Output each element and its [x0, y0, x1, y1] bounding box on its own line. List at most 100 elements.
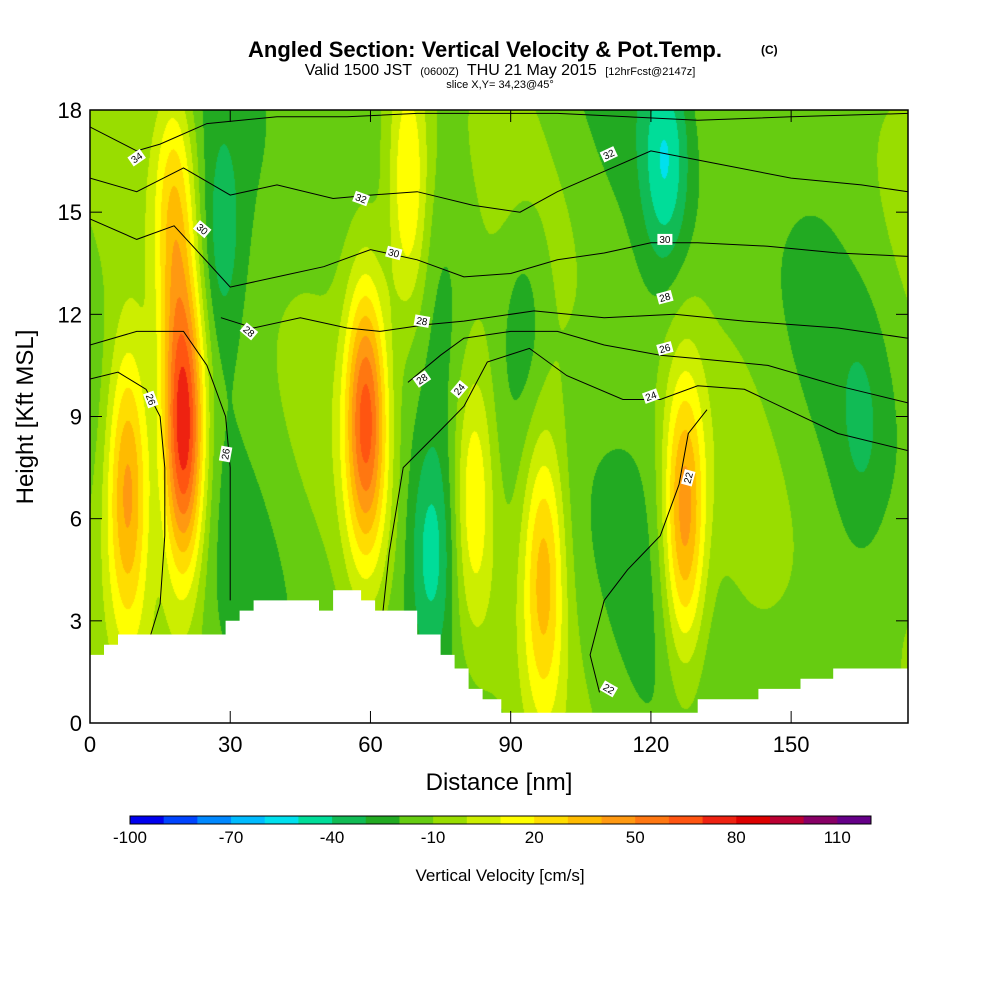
contour-label-text: 28: [415, 316, 428, 329]
y-tick-label: 9: [70, 405, 82, 430]
isentrope-32: [90, 150, 908, 213]
colorbar-swatch: [534, 816, 569, 824]
contour-label-text: 30: [387, 247, 401, 261]
isentrope-30: [90, 218, 908, 288]
colorbar-tick-label: -10: [421, 828, 446, 847]
chart-subtitle: Valid 1500 JST (0600Z) THU 21 May 2015 […: [305, 62, 696, 79]
terrain-mask: [90, 590, 908, 723]
y-tick-label: 6: [70, 507, 82, 532]
colorbar-tick-label: -40: [320, 828, 345, 847]
colorbar-tick-label: 80: [727, 828, 746, 847]
contour-label: 22: [599, 680, 619, 698]
colorbar-swatch: [332, 816, 367, 824]
terrain: [90, 590, 908, 723]
colorbar-swatch: [803, 816, 838, 824]
colorbar-swatch: [197, 816, 232, 824]
isentrope-26: [90, 371, 166, 635]
colorbar-swatch: [264, 816, 299, 824]
y-tick-label: 18: [58, 98, 82, 123]
colorbar-swatch: [130, 816, 165, 824]
contour-label-text: 26: [143, 393, 157, 408]
colorbar-tick-label: 110: [824, 828, 851, 847]
contour-label-text: 28: [658, 291, 672, 305]
contour-label: 32: [599, 146, 618, 163]
y-tick-label: 3: [70, 609, 82, 634]
contour-label-text: 22: [601, 682, 617, 697]
contour-label: 26: [218, 445, 233, 463]
colorbar-label: Vertical Velocity [cm/s]: [415, 866, 584, 885]
subtitle-date: THU 21 May 2015: [467, 62, 597, 79]
colorbar-tick-label: 50: [626, 828, 645, 847]
x-tick-label: 90: [498, 732, 522, 757]
contour-label: 30: [657, 233, 673, 246]
colorbar-swatch: [736, 816, 771, 824]
colorbar-swatch: [298, 816, 333, 824]
contour-label: 30: [385, 245, 403, 261]
x-tick-label: 30: [218, 732, 242, 757]
colorbar-swatch: [231, 816, 266, 824]
x-tick-label: 120: [633, 732, 670, 757]
contour-label: 26: [656, 341, 674, 356]
contour-label-text: 32: [602, 148, 617, 163]
colorbar-swatch: [399, 816, 434, 824]
contour-label-text: 26: [220, 447, 233, 460]
vertical-velocity-field: [90, 110, 908, 723]
contour-label: 22: [681, 469, 696, 487]
potential-temperature-contours: [90, 112, 908, 693]
colorbar-swatch: [567, 816, 603, 824]
contour-label: 28: [413, 314, 431, 329]
contour-label-text: 22: [683, 471, 697, 485]
colorbar-swatch: [433, 816, 468, 824]
contour-label-text: 24: [644, 390, 659, 404]
colorbar-swatch: [668, 816, 704, 824]
axis-ticks: 0 30 60 90 120 150 0 3 6 9 12 15 18: [58, 98, 908, 757]
x-tick-label: 60: [358, 732, 382, 757]
colorbar-swatch: [466, 816, 501, 824]
colorbar-swatch: [365, 816, 400, 824]
isentrope-26: [407, 330, 908, 404]
colorbar-swatch: [601, 816, 636, 824]
contour-label: 24: [641, 388, 660, 404]
colorbar-tick-label: -70: [219, 828, 244, 847]
y-tick-label: 0: [70, 711, 82, 736]
contour-label-text: 26: [658, 343, 672, 357]
contour-label: 28: [656, 290, 674, 305]
isentrope-28: [220, 310, 908, 339]
y-tick-label: 12: [58, 302, 82, 327]
colorbar-swatch: [769, 816, 805, 824]
contour-label: 26: [143, 390, 159, 409]
isentrope-22: [589, 409, 708, 693]
subtitle-forecast: [12hrFcst@2147z]: [605, 66, 695, 78]
x-axis-label: Distance [nm]: [426, 769, 573, 796]
slice-label: slice X,Y= 34,23@45°: [446, 79, 554, 91]
y-tick-label: 15: [58, 200, 82, 225]
contour-label-text: 30: [659, 235, 671, 246]
colorbar-frame: [129, 815, 872, 825]
colorbar-swatch: [635, 816, 670, 824]
colorbar-swatch: [702, 816, 737, 824]
isentrope-34: [90, 112, 908, 152]
contour-label: 28: [412, 370, 432, 388]
contour-label: 34: [127, 148, 146, 167]
y-axis-label: Height [Kft MSL]: [12, 330, 39, 505]
subtitle-valid: Valid 1500 JST: [305, 62, 413, 79]
colorbar-tick-label: -100: [113, 828, 147, 847]
colorbar-swatch: [163, 816, 198, 824]
x-tick-label: 150: [773, 732, 810, 757]
isentrope-24: [379, 347, 908, 642]
contour-label: 32: [352, 190, 371, 207]
isentrope-28: [90, 330, 231, 601]
colorbar: -100 -70 -40 -10 20 50 80 110: [113, 815, 872, 847]
chart-title: Angled Section: Vertical Velocity & Pot.…: [248, 37, 722, 62]
chart-title-mark: (C): [761, 43, 778, 57]
x-tick-label: 0: [84, 732, 96, 757]
colorbar-tick-label: 20: [525, 828, 544, 847]
subtitle-utc: (0600Z): [420, 66, 459, 78]
contour-label-text: 32: [354, 192, 369, 206]
colorbar-swatch: [837, 816, 872, 824]
colorbar-swatch: [500, 816, 535, 824]
chart-header: Angled Section: Vertical Velocity & Pot.…: [248, 37, 778, 91]
